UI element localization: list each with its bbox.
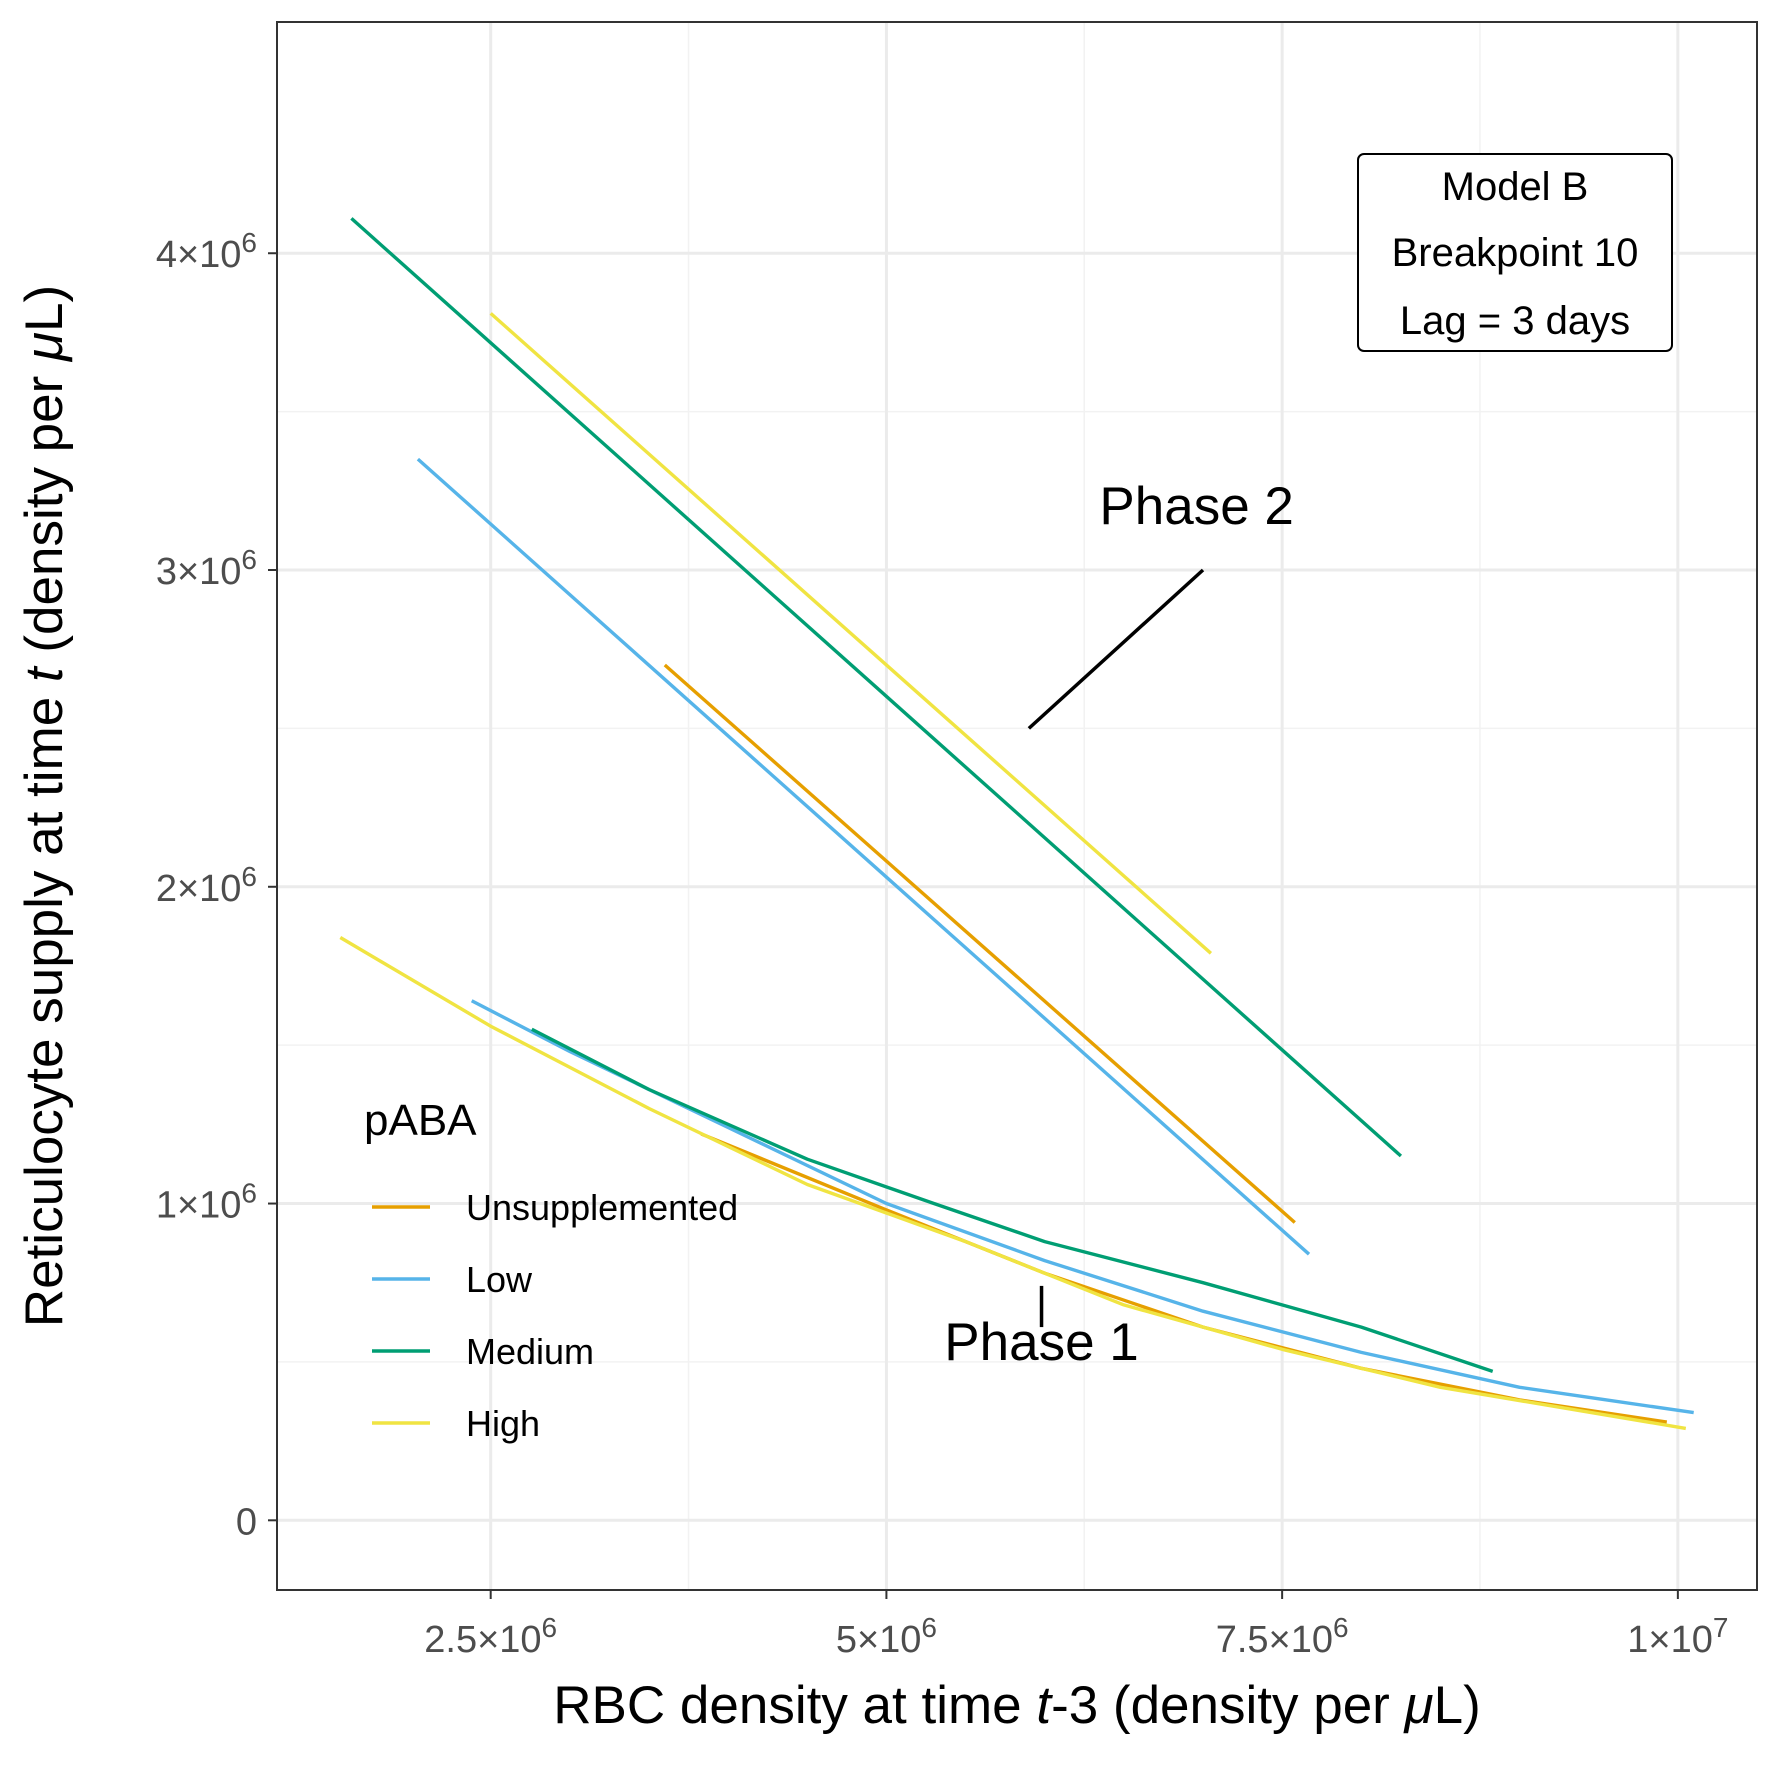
y-tick-label-times: ×10 (177, 234, 241, 276)
x-tick-label-times: ×10 (857, 1619, 921, 1661)
y-tick-label: 4×106 (156, 227, 257, 276)
x-axis: 2.5×106 5×106 7.5×106 1×107 (424, 1590, 1728, 1661)
series-layer (339, 217, 1694, 1431)
y-tick-label-exponent: 6 (241, 544, 257, 575)
x-tick-label-exponent: 7 (1713, 1612, 1729, 1643)
legend-label-high: High (466, 1403, 540, 1444)
x-axis-title: RBC density at time t-3 (density per μL) (553, 1676, 1480, 1735)
y-tick-label-exponent: 6 (241, 861, 257, 892)
legend-label-low: Low (466, 1259, 533, 1300)
annotation-layer: Phase 2 Phase 1 (944, 477, 1294, 1372)
x-tick-label-exponent: 6 (921, 1612, 937, 1643)
info-box-line-model: Model B (1442, 165, 1589, 209)
x-tick-label: 7.5×106 (1216, 1612, 1349, 1661)
x-tick-label: 5×106 (836, 1612, 937, 1661)
series-line-high-phase-2 (489, 312, 1213, 955)
series-line-medium-phase-1 (531, 1027, 1494, 1374)
x-axis-title-mu: μ (1403, 1676, 1434, 1735)
y-tick-label: 3×106 (156, 544, 257, 593)
legend: pABA Unsupplemented Low Medium High (364, 1096, 738, 1444)
y-tick-label-mantissa: 4 (156, 234, 177, 276)
x-tick-label: 2.5×106 (424, 1612, 557, 1661)
x-tick-label-mantissa: 5 (836, 1619, 857, 1661)
y-tick-label-mantissa: 2 (156, 868, 177, 910)
y-tick-label-exponent: 6 (241, 1178, 257, 1209)
info-box-frame (1357, 153, 1673, 352)
y-tick-label: 0 (236, 1501, 257, 1543)
y-axis-title-variable: t (15, 665, 74, 682)
y-axis-title-mu: μ (15, 332, 74, 363)
info-box: Model B Breakpoint 10 Lag = 3 days (1357, 153, 1673, 352)
x-tick-label-mantissa: 2.5 (424, 1619, 477, 1661)
y-tick-label: 2×106 (156, 861, 257, 910)
annotation-label-phase-1: Phase 1 (944, 1313, 1138, 1372)
y-axis-title-prefix: Reticulocyte supply at time (15, 682, 74, 1327)
y-tick-label-times: ×10 (177, 1185, 241, 1227)
y-tick-label-times: ×10 (177, 868, 241, 910)
series-line-high-phase-1 (339, 936, 1687, 1431)
x-axis-title-unit: L) (1434, 1676, 1481, 1735)
legend-label-medium: Medium (466, 1331, 594, 1372)
x-axis-title-suffix: -3 (density per (1051, 1676, 1404, 1735)
x-tick-label-mantissa: 7.5 (1216, 1619, 1269, 1661)
x-tick-label-times: ×10 (477, 1619, 541, 1661)
y-tick-label-times: ×10 (177, 551, 241, 593)
annotation-label-phase-2: Phase 2 (1099, 477, 1293, 536)
x-tick-label-exponent: 6 (542, 1612, 558, 1643)
y-axis-title-suffix: (density per (15, 361, 74, 667)
legend-entries: Unsupplemented Low Medium High (372, 1187, 738, 1444)
y-tick-label-mantissa: 0 (236, 1501, 257, 1543)
info-box-line-breakpoint: Breakpoint 10 (1392, 231, 1639, 275)
series-line-unsupplemented-phase-2 (663, 663, 1296, 1224)
plot-panel-border (276, 21, 1758, 1591)
x-tick-label: 1×107 (1627, 1612, 1728, 1661)
y-axis-title: Reticulocyte supply at time t (density p… (15, 285, 74, 1327)
y-axis-title-unit: L) (15, 285, 74, 332)
y-tick-label-exponent: 6 (241, 227, 257, 258)
x-tick-label-mantissa: 1 (1627, 1619, 1648, 1661)
info-box-line-lag: Lag = 3 days (1400, 299, 1630, 343)
x-axis-title-prefix: RBC density at time (553, 1676, 1036, 1735)
y-tick-label-mantissa: 1 (156, 1185, 177, 1227)
annotation-segment-phase-2 (1027, 568, 1205, 730)
legend-title: pABA (364, 1096, 477, 1145)
x-tick-label-times: ×10 (1269, 1619, 1333, 1661)
y-tick-label: 1×106 (156, 1178, 257, 1227)
x-tick-label-times: ×10 (1648, 1619, 1712, 1661)
x-tick-label-exponent: 6 (1333, 1612, 1349, 1643)
legend-label-unsupplemented: Unsupplemented (466, 1187, 738, 1228)
series-line-low-phase-2 (416, 457, 1311, 1256)
series-line-medium-phase-2 (350, 217, 1403, 1158)
y-tick-label-mantissa: 3 (156, 551, 177, 593)
x-axis-title-variable: t (1036, 1676, 1053, 1735)
